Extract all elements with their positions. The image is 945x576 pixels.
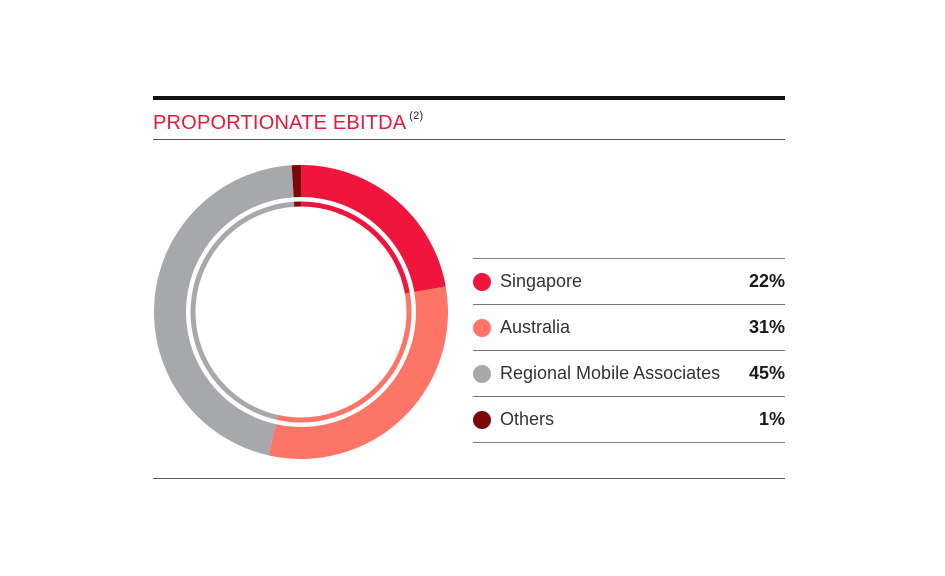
- legend-item-regional-mobile-associates: Regional Mobile Associates 45%: [473, 351, 785, 397]
- bottom-rule: [153, 478, 785, 479]
- legend-item-singapore: Singapore 22%: [473, 259, 785, 305]
- legend-label-regional-mobile-associates: Regional Mobile Associates: [500, 363, 721, 383]
- legend-label-others: Others: [500, 409, 555, 429]
- donut-slice-regional-mobile-associates: [153, 165, 294, 456]
- inner-ring-singapore: [300, 201, 410, 294]
- donut-chart: [153, 165, 448, 460]
- inner-ring-australia: [276, 292, 412, 423]
- legend-value-singapore: 22%: [748, 271, 785, 291]
- legend-swatch-regional-mobile-associates: [473, 365, 491, 383]
- top-rule: [153, 96, 785, 100]
- donut-slice-others: [291, 165, 301, 198]
- legend-swatch-others: [473, 411, 491, 429]
- legend: Singapore 22% Australia 31% Regional Mob…: [473, 258, 785, 443]
- chart-title-note: (2): [409, 110, 424, 122]
- legend-swatch-singapore: [473, 273, 491, 291]
- legend-value-australia: 31%: [748, 317, 785, 337]
- chart-title: PROPORTIONATE EBITDA (2): [153, 110, 424, 135]
- chart-title-text: PROPORTIONATE EBITDA: [153, 112, 407, 134]
- legend-swatch-australia: [473, 319, 491, 337]
- donut-slice-singapore: [301, 165, 446, 293]
- title-rule: [153, 139, 785, 140]
- inner-ring-regional-mobile-associates: [190, 201, 295, 420]
- legend-label-australia: Australia: [500, 317, 571, 337]
- legend-label-singapore: Singapore: [500, 271, 583, 291]
- legend-value-others: 1%: [758, 409, 785, 429]
- legend-item-australia: Australia 31%: [473, 305, 785, 351]
- donut-slice-australia: [268, 286, 448, 460]
- legend-item-others: Others 1%: [473, 397, 785, 443]
- legend-value-regional-mobile-associates: 45%: [748, 363, 785, 383]
